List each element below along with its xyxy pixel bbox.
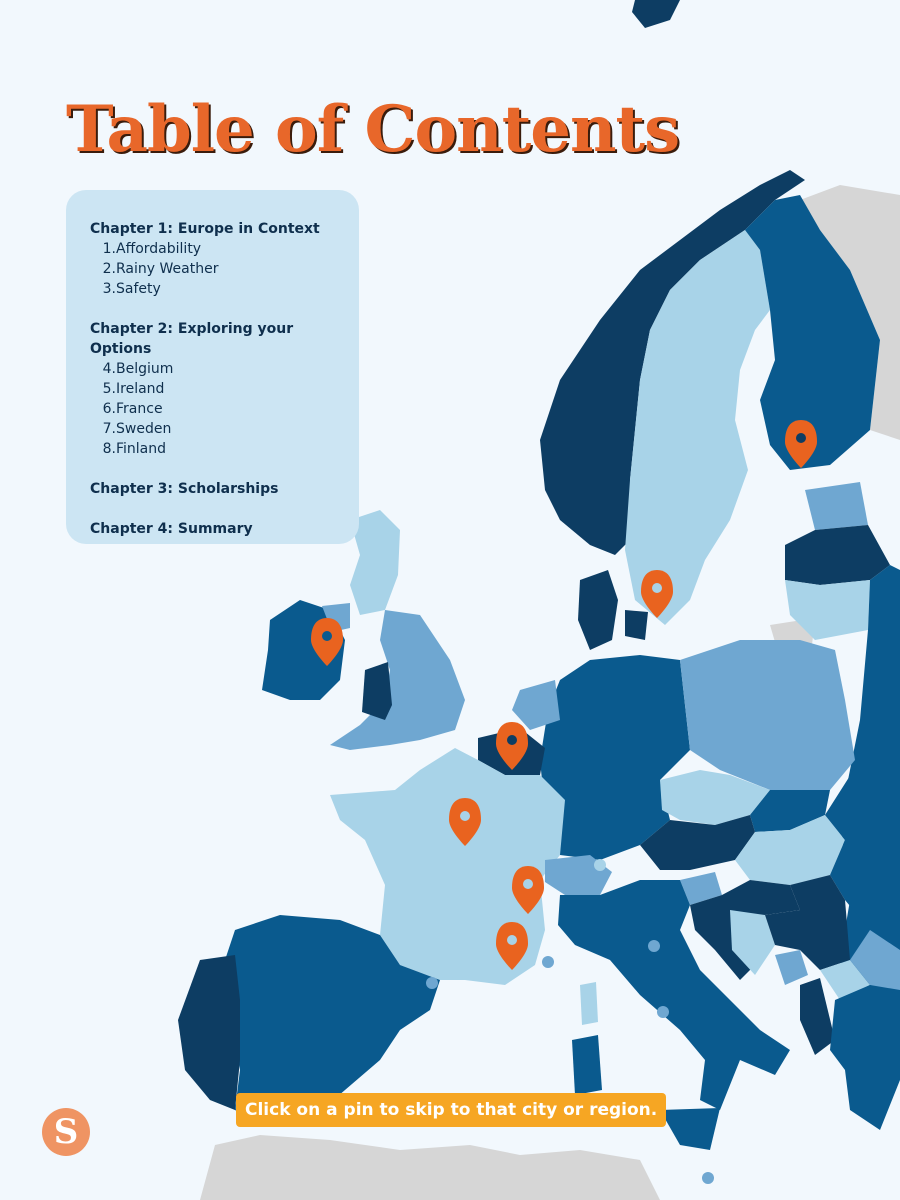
brand-logo: S bbox=[42, 1108, 90, 1156]
finland bbox=[745, 195, 880, 470]
slovenia bbox=[680, 872, 722, 905]
cta-banner: Click on a pin to skip to that city or r… bbox=[236, 1093, 667, 1127]
northern-ireland bbox=[322, 603, 350, 632]
austria bbox=[640, 815, 755, 870]
estonia bbox=[805, 482, 868, 530]
poland bbox=[680, 640, 855, 790]
sicily bbox=[660, 1108, 720, 1150]
pin-sweden-icon[interactable] bbox=[641, 570, 673, 618]
sweden bbox=[625, 230, 770, 625]
svalbard-fragment bbox=[632, 0, 680, 28]
pin-south-east-france-icon[interactable] bbox=[512, 866, 544, 914]
germany bbox=[540, 655, 690, 860]
netherlands bbox=[512, 680, 560, 730]
chapter-2-link[interactable]: Chapter 2: Exploring your Options bbox=[90, 321, 294, 357]
sardinia bbox=[572, 1035, 602, 1095]
corsica bbox=[580, 982, 598, 1025]
russia-north bbox=[800, 185, 900, 440]
pin-south-france-icon[interactable] bbox=[496, 922, 528, 970]
romania bbox=[825, 760, 900, 950]
bosnia bbox=[730, 910, 775, 975]
portugal bbox=[178, 955, 240, 1110]
pin-finland-icon[interactable] bbox=[785, 420, 817, 468]
north-africa bbox=[200, 1135, 660, 1200]
toc-item-france[interactable]: 6. France bbox=[102, 401, 163, 417]
pin-ireland-icon[interactable] bbox=[311, 618, 343, 666]
island-dot bbox=[657, 1006, 669, 1018]
lithuania bbox=[785, 580, 870, 640]
latvia bbox=[785, 525, 890, 585]
greece bbox=[830, 985, 900, 1130]
island-dot bbox=[648, 940, 660, 952]
hungary bbox=[735, 815, 845, 885]
pin-france-icon[interactable] bbox=[449, 798, 481, 846]
scotland bbox=[350, 510, 400, 615]
serbia bbox=[765, 875, 850, 970]
italy bbox=[558, 880, 790, 1110]
albania bbox=[800, 978, 835, 1055]
chapter-3-link[interactable]: Chapter 3: Scholarships bbox=[90, 481, 279, 497]
macedonia bbox=[820, 960, 870, 1000]
chapter-1-list: 1. Affordability 2. Rainy Weather 3. Safety bbox=[90, 239, 359, 299]
denmark-island bbox=[625, 610, 648, 640]
island-dot bbox=[426, 977, 438, 989]
toc-item-finland[interactable]: 8. Finland bbox=[102, 441, 167, 457]
wales bbox=[362, 662, 392, 720]
pin-belgium-icon[interactable] bbox=[496, 722, 528, 770]
norway bbox=[540, 170, 805, 555]
toc-item-ireland[interactable]: 5. Ireland bbox=[102, 381, 165, 397]
denmark bbox=[578, 570, 618, 650]
toc-item-affordability[interactable]: 1. Affordability bbox=[102, 241, 202, 257]
island-dot bbox=[702, 1172, 714, 1184]
island-dot bbox=[542, 956, 554, 968]
england bbox=[330, 610, 465, 750]
page-title: Table of Contents bbox=[66, 92, 680, 167]
chapter-2-list: 4. Belgium 5. Ireland 6. France 7. Sweden 8.… bbox=[90, 359, 359, 459]
montenegro bbox=[775, 950, 808, 985]
chapter-4-link[interactable]: Chapter 4: Summary bbox=[90, 521, 253, 537]
chapter-1-link[interactable]: Chapter 1: Europe in Context bbox=[90, 221, 320, 237]
island-dot bbox=[594, 859, 606, 871]
table-of-contents-panel: Chapter 1: Europe in Context 1. Affordabi… bbox=[66, 190, 359, 544]
czechia bbox=[660, 770, 770, 825]
toc-item-belgium[interactable]: 4. Belgium bbox=[102, 361, 174, 377]
slovakia bbox=[750, 790, 830, 832]
toc-item-safety[interactable]: 3. Safety bbox=[102, 281, 161, 297]
toc-item-sweden[interactable]: 7. Sweden bbox=[102, 421, 172, 437]
toc-item-rainy-weather[interactable]: 2. Rainy Weather bbox=[102, 261, 219, 277]
spain bbox=[215, 915, 440, 1125]
bulgaria bbox=[850, 930, 900, 990]
